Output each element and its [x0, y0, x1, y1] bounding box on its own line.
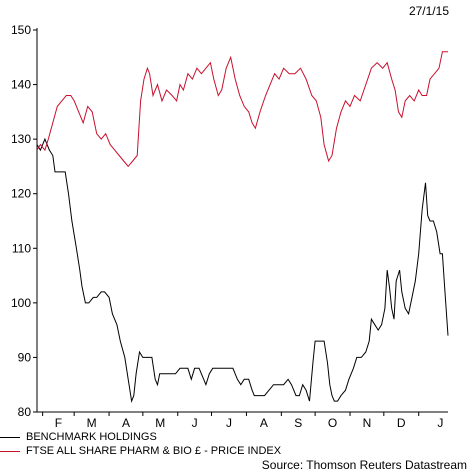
y-tick-label: 150: [11, 23, 31, 37]
legend-item-benchmark: BENCHMARK HOLDINGS: [0, 430, 475, 444]
legend-swatch-black: [0, 436, 20, 438]
x-tick-label: A: [122, 416, 130, 430]
x-tick-label: F: [55, 416, 62, 430]
x-tick-label: N: [363, 416, 372, 430]
legend-swatch-red: [0, 450, 20, 452]
x-tick-label: S: [294, 416, 302, 430]
chart-date-label: 27/1/15: [408, 4, 449, 18]
series-layer: [36, 51, 449, 403]
x-tick-label: M: [87, 416, 97, 430]
y-tick-label: 130: [11, 132, 31, 146]
y-tick-label: 120: [11, 187, 31, 201]
source-note: Source: Thomson Reuters Datastream: [261, 458, 467, 472]
x-tick-label: D: [397, 416, 406, 430]
y-tick-label: 80: [18, 405, 32, 419]
y-tick-label: 100: [11, 296, 31, 310]
y-tick-label: 110: [12, 241, 31, 255]
legend-label: BENCHMARK HOLDINGS: [26, 431, 157, 443]
legend-item-ftse: FTSE ALL SHARE PHARM & BIO £ - PRICE IND…: [0, 444, 475, 458]
line-chart: 80 90 100 110 120 130 140 150 F M A M J J A S O N D J: [11, 23, 449, 430]
series-line-benchmark: [36, 137, 449, 403]
x-tick-label: J: [226, 416, 232, 430]
y-tick-label: 140: [11, 78, 31, 92]
x-tick-label: J: [192, 416, 198, 430]
legend-label: FTSE ALL SHARE PHARM & BIO £ - PRICE IND…: [26, 445, 282, 457]
x-tick-label: O: [328, 416, 337, 430]
y-tick-label: 90: [18, 350, 32, 364]
axes: 80 90 100 110 120 130 140 150 F M A M J J A S O N D J: [11, 23, 448, 430]
chart-legend: BENCHMARK HOLDINGS FTSE ALL SHARE PHARM …: [0, 430, 475, 458]
series-line-ftse: [36, 51, 448, 168]
x-tick-label: J: [437, 416, 443, 430]
x-tick-label: A: [260, 416, 268, 430]
x-tick-label: M: [155, 416, 165, 430]
